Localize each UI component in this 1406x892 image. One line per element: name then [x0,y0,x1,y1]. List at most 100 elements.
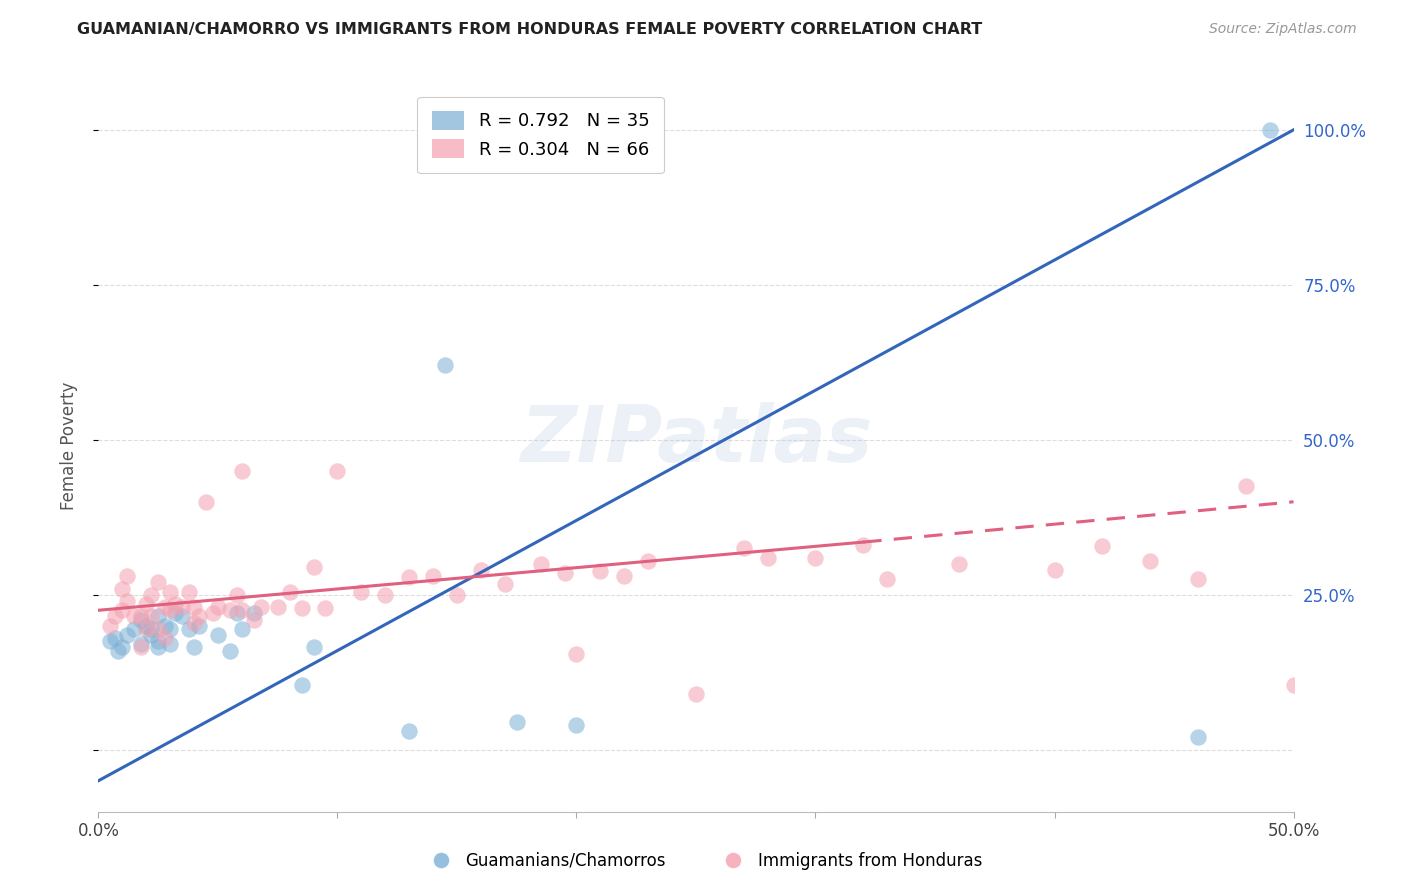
Point [315,601,337,615]
Point [183,640,205,655]
Point [226,607,249,621]
Point [139,609,162,624]
Point [139,622,162,636]
Point [139,588,162,602]
Point [159,603,181,617]
Point [231,603,253,617]
Point [98,619,122,633]
Point [226,588,249,602]
Point [804,550,827,565]
Point [124,622,146,636]
Point [219,643,242,657]
Point [111,640,134,655]
Point [291,678,314,692]
Point [422,569,444,583]
Point [506,714,529,729]
Point [104,631,127,645]
Text: GUAMANIAN/CHAMORRO VS IMMIGRANTS FROM HONDURAS FEMALE POVERTY CORRELATION CHART: GUAMANIAN/CHAMORRO VS IMMIGRANTS FROM HO… [77,22,983,37]
Point [733,541,755,556]
Point [434,359,457,373]
Point [876,572,898,586]
Legend: Guamanians/Chamorros, Immigrants from Honduras: Guamanians/Chamorros, Immigrants from Ho… [418,846,988,877]
Point [398,570,420,584]
Point [135,622,157,636]
Point [554,566,576,580]
Point [250,600,273,615]
Point [159,584,181,599]
Point [1043,563,1066,577]
Y-axis label: Female Poverty: Female Poverty [59,382,77,510]
Point [202,607,225,621]
Point [756,550,779,565]
Point [398,724,420,739]
Text: ZIPatlas: ZIPatlas [520,401,872,478]
Point [148,622,170,636]
Point [589,564,612,578]
Legend: R = 0.792   N = 35, R = 0.304   N = 66: R = 0.792 N = 35, R = 0.304 N = 66 [418,96,664,173]
Point [155,600,177,615]
Point [231,622,253,636]
Point [148,575,170,590]
Point [131,613,153,627]
Point [350,584,373,599]
Point [302,560,325,574]
Point [111,582,134,596]
Point [115,628,138,642]
Point [111,603,134,617]
Point [148,634,170,648]
Point [1282,678,1305,692]
Point [565,647,588,661]
Point [135,619,157,633]
Point [104,609,127,624]
Point [470,563,492,577]
Point [131,609,153,624]
Point [179,622,201,636]
Point [115,594,138,608]
Point [326,464,349,478]
Point [187,619,209,633]
Point [195,495,218,509]
Point [179,584,201,599]
Point [163,597,186,611]
Point [267,600,290,615]
Point [243,607,266,621]
Point [172,600,194,615]
Point [231,464,253,478]
Point [219,603,242,617]
Point [148,609,170,624]
Point [131,640,153,655]
Point [148,640,170,655]
Point [243,613,266,627]
Point [207,600,229,615]
Point [1187,731,1209,745]
Point [374,588,396,602]
Point [494,576,516,591]
Point [1187,572,1209,586]
Point [159,637,181,651]
Point [302,640,325,655]
Point [183,615,205,630]
Point [278,584,301,599]
Point [172,609,194,624]
Text: Source: ZipAtlas.com: Source: ZipAtlas.com [1209,22,1357,37]
Point [446,588,468,602]
Point [107,643,129,657]
Point [291,601,314,615]
Point [565,718,588,732]
Point [183,600,205,615]
Point [155,619,177,633]
Point [685,687,707,701]
Point [613,569,636,583]
Point [139,628,162,642]
Point [1139,554,1161,568]
Point [1234,479,1257,493]
Point [1258,123,1281,137]
Point [159,622,181,636]
Point [948,557,970,571]
Point [163,607,186,621]
Point [637,554,659,568]
Point [98,634,122,648]
Point [530,557,553,571]
Point [1091,540,1114,554]
Point [187,609,209,624]
